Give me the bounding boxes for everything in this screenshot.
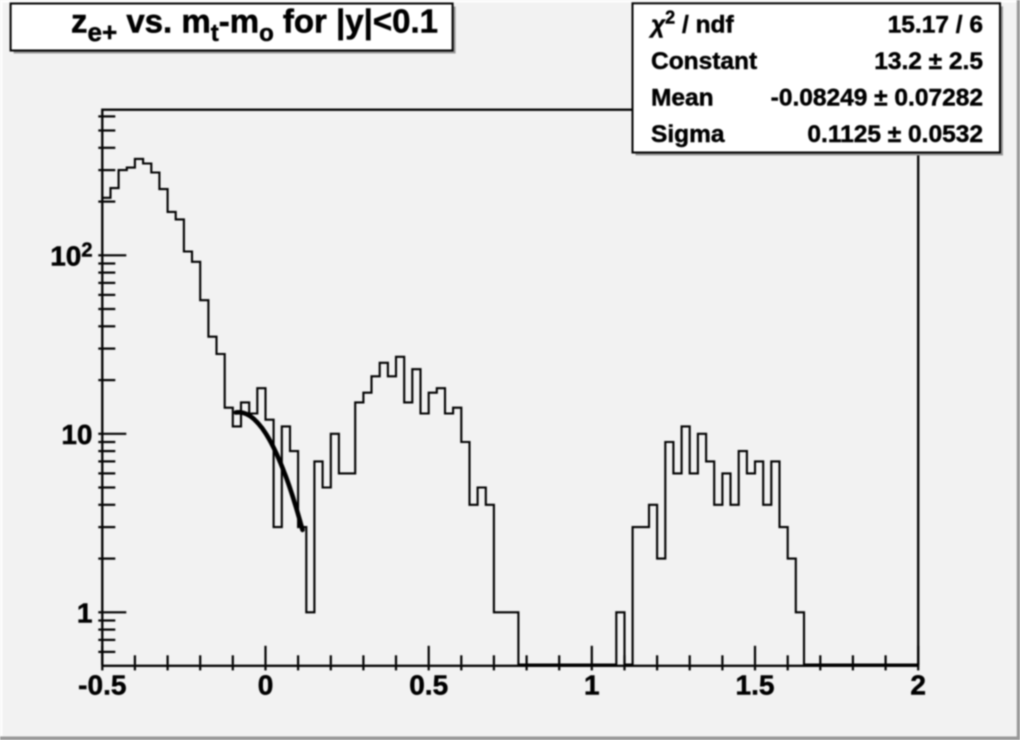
svg-text:1: 1	[77, 598, 93, 629]
svg-text:1.5: 1.5	[736, 670, 775, 701]
svg-text:Constant: Constant	[651, 48, 757, 75]
svg-text:10: 10	[61, 419, 92, 450]
svg-text:1: 1	[584, 670, 600, 701]
svg-text:-0.08249 ± 0.07282: -0.08249 ± 0.07282	[771, 84, 983, 111]
svg-text:0.5: 0.5	[409, 670, 448, 701]
svg-text:0.1125 ± 0.0532: 0.1125 ± 0.0532	[807, 121, 983, 148]
svg-text:0: 0	[258, 670, 274, 701]
svg-text:χ2 / ndf: χ2 / ndf	[648, 8, 735, 39]
svg-text:15.17 / 6: 15.17 / 6	[888, 12, 983, 39]
svg-text:Sigma: Sigma	[651, 121, 725, 148]
svg-text:Mean: Mean	[651, 84, 714, 111]
svg-text:-0.5: -0.5	[78, 670, 126, 701]
svg-text:13.2 ± 2.5: 13.2 ± 2.5	[874, 48, 983, 75]
svg-text:2: 2	[910, 670, 926, 701]
